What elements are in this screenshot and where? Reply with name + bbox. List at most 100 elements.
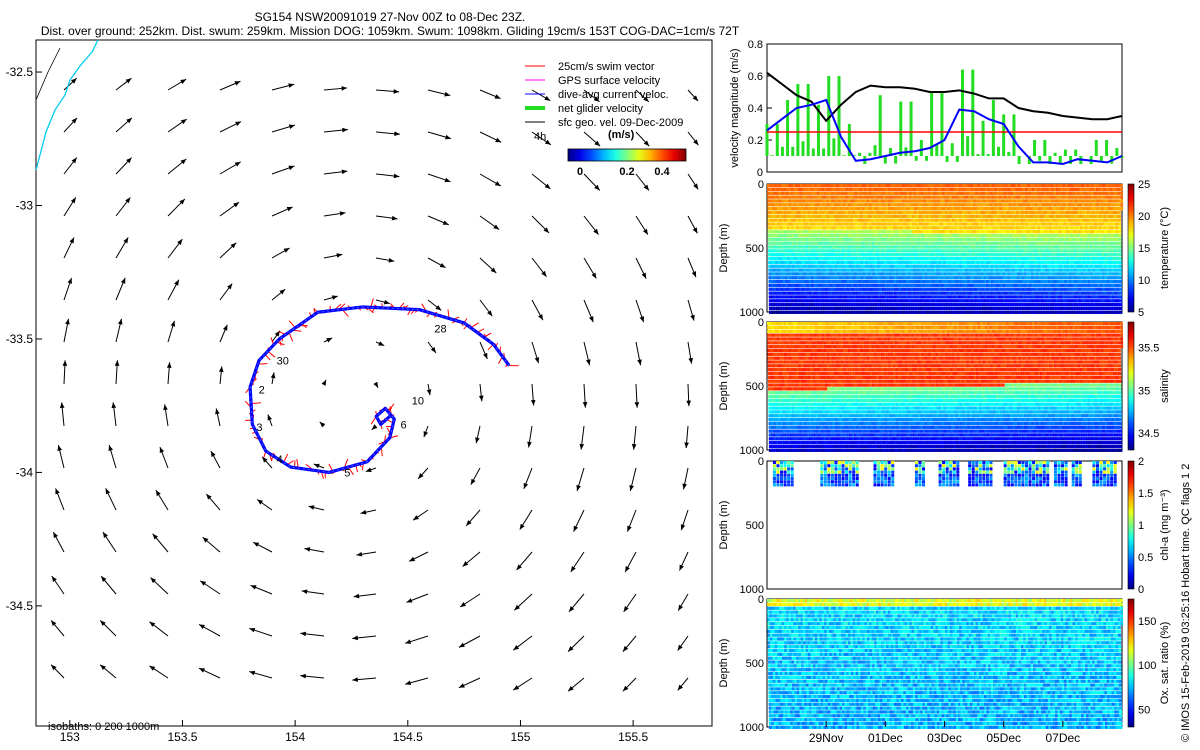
temperature-sample-mark bbox=[909, 184, 913, 188]
temperature-sample-mark bbox=[832, 310, 837, 314]
temperature-sample-mark bbox=[788, 226, 793, 230]
temperature-sample-mark bbox=[805, 253, 810, 257]
temperature-sample-mark bbox=[987, 218, 991, 222]
temperature-sample-mark bbox=[978, 237, 982, 241]
temperature-sample-mark bbox=[857, 191, 861, 195]
temperature-sample-mark bbox=[929, 299, 933, 303]
geo-velocity-arrowhead bbox=[490, 267, 497, 273]
temperature-sample-mark bbox=[895, 207, 899, 211]
temperature-sample-mark bbox=[991, 291, 995, 295]
temperature-sample-mark bbox=[973, 214, 977, 218]
temperature-sample-mark bbox=[860, 276, 864, 280]
temperature-sample-mark bbox=[969, 256, 973, 261]
temperature-sample-mark bbox=[929, 306, 934, 311]
temperature-sample-mark bbox=[968, 191, 972, 195]
temperature-sample-mark bbox=[927, 291, 931, 295]
temperature-sample-mark bbox=[841, 264, 845, 268]
temperature-sample-mark bbox=[1031, 303, 1035, 307]
temperature-sample-mark bbox=[783, 199, 788, 203]
temperature-sample-mark bbox=[940, 241, 944, 245]
temperature-sample-mark bbox=[898, 272, 902, 276]
temperature-sample-mark bbox=[930, 207, 934, 211]
temperature-sample-mark bbox=[1011, 233, 1015, 238]
temperature-sample-mark bbox=[782, 291, 787, 295]
temperature-sample-mark bbox=[782, 276, 786, 280]
temperature-sample-mark bbox=[1014, 249, 1018, 253]
temperature-sample-mark bbox=[1044, 191, 1048, 195]
temperature-sample-mark bbox=[909, 199, 913, 203]
temperature-sample-mark bbox=[1014, 295, 1019, 299]
temperature-sample-mark bbox=[956, 218, 961, 222]
temperature-sample-mark bbox=[892, 218, 897, 222]
temperature-sample-mark bbox=[804, 283, 808, 288]
temperature-sample-mark bbox=[977, 184, 981, 188]
temperature-sample-mark bbox=[1021, 287, 1026, 291]
temperature-sample-mark bbox=[923, 222, 927, 226]
temperature-sample-mark bbox=[900, 276, 905, 280]
temperature-sample-mark bbox=[785, 187, 790, 192]
temperature-sample-mark bbox=[1003, 203, 1008, 207]
temperature-sample-mark bbox=[801, 287, 805, 291]
temperature-sample-mark bbox=[1033, 272, 1037, 276]
temperature-sample-mark bbox=[926, 256, 930, 261]
temperature-sample-mark bbox=[875, 306, 879, 311]
temperature-sample-mark bbox=[916, 214, 920, 218]
temperature-sample-mark bbox=[829, 245, 833, 249]
temperature-sample-mark bbox=[803, 245, 807, 249]
temperature-sample-mark bbox=[847, 195, 851, 199]
temperature-sample-mark bbox=[824, 233, 828, 238]
temperature-sample-mark bbox=[949, 226, 954, 230]
temperature-sample-mark bbox=[874, 272, 879, 276]
temperature-sample-mark bbox=[978, 214, 982, 218]
temperature-sample-mark bbox=[844, 306, 848, 311]
temperature-sample-mark bbox=[788, 222, 793, 226]
temperature-sample-mark bbox=[820, 280, 824, 284]
temperature-sample-mark bbox=[904, 184, 908, 188]
temperature-sample-mark bbox=[939, 191, 944, 195]
temperature-sample-mark bbox=[784, 249, 788, 253]
temperature-sample-mark bbox=[938, 226, 942, 230]
temperature-sample-mark bbox=[891, 287, 895, 291]
temperature-sample-mark bbox=[944, 199, 948, 203]
temperature-sample-mark bbox=[901, 184, 906, 188]
temperature-sample-mark bbox=[1043, 283, 1047, 288]
temperature-sample-mark bbox=[813, 306, 818, 311]
temperature-sample-mark bbox=[885, 187, 889, 192]
temperature-sample-mark bbox=[793, 207, 797, 211]
temperature-sample-mark bbox=[792, 299, 796, 303]
temperature-sample-mark bbox=[829, 222, 833, 226]
temperature-sample-mark bbox=[797, 287, 801, 291]
temperature-sample-mark bbox=[858, 280, 862, 284]
temperature-sample-mark bbox=[790, 203, 795, 207]
temperature-sample-mark bbox=[1002, 253, 1006, 257]
temperature-sample-mark bbox=[795, 310, 799, 314]
temperature-sample-mark bbox=[774, 195, 778, 199]
temperature-sample-mark bbox=[938, 260, 942, 264]
temperature-sample-mark bbox=[819, 187, 823, 192]
temperature-sample-mark bbox=[853, 249, 857, 253]
temperature-sample-mark bbox=[852, 207, 856, 211]
temperature-sample-mark bbox=[888, 203, 892, 207]
geo-velocity-arrowhead bbox=[267, 414, 272, 421]
temperature-sample-mark bbox=[825, 299, 829, 303]
temperature-sample-mark bbox=[926, 226, 930, 230]
temperature-sample-mark bbox=[883, 241, 888, 245]
temperature-sample-mark bbox=[864, 218, 868, 222]
geo-velocity-arrowhead bbox=[253, 542, 260, 547]
temperature-sample-mark bbox=[854, 195, 858, 199]
temperature-sample-mark bbox=[1042, 233, 1046, 238]
temperature-sample-mark bbox=[834, 264, 838, 268]
temperature-sample-mark bbox=[943, 268, 947, 272]
geo-velocity-arrowhead bbox=[218, 366, 224, 373]
temperature-sample-mark bbox=[824, 203, 828, 207]
temperature-sample-mark bbox=[997, 249, 1001, 253]
geo-velocity-arrowhead bbox=[693, 183, 699, 190]
temperature-sample-mark bbox=[976, 276, 980, 280]
temperature-sample-mark bbox=[1051, 203, 1055, 207]
temperature-sample-mark bbox=[988, 295, 993, 299]
temperature-sample-mark bbox=[799, 264, 803, 268]
temperature-sample-mark bbox=[840, 218, 845, 222]
temperature-sample-mark bbox=[968, 222, 972, 226]
temperature-sample-mark bbox=[906, 195, 911, 199]
temperature-sample-mark bbox=[899, 306, 903, 311]
